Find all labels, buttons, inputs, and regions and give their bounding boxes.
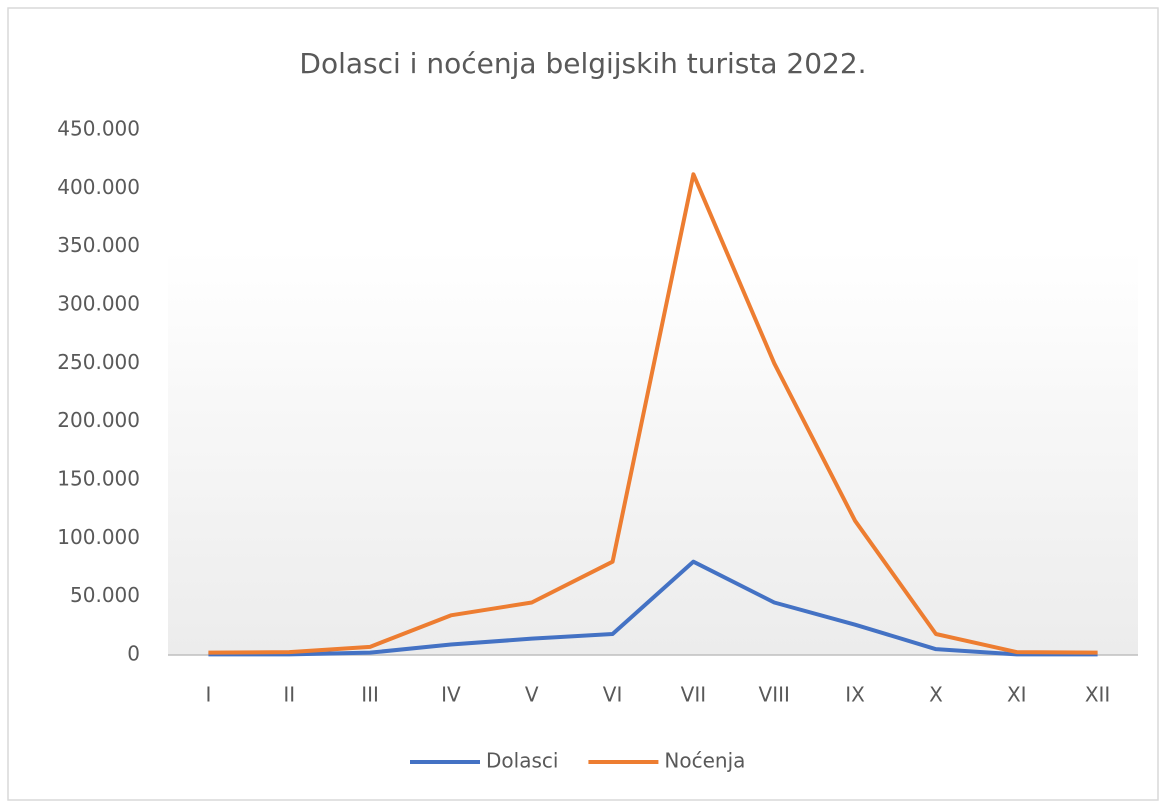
- x-tick-label: IV: [441, 683, 461, 707]
- x-tick-label: XI: [1007, 683, 1027, 707]
- line-series: [208, 559, 1098, 657]
- legend-label: Dolasci: [486, 749, 558, 773]
- legend-label: Noćenja: [664, 749, 745, 773]
- x-tick-label: X: [929, 683, 943, 707]
- x-tick-label: III: [361, 683, 379, 707]
- plot-background: [168, 250, 1138, 655]
- line-series: [208, 172, 1098, 655]
- x-tick-label: VIII: [759, 683, 790, 707]
- y-tick-label: 50.000: [70, 583, 140, 607]
- x-tick-label: II: [283, 683, 295, 707]
- y-tick-label: 300.000: [57, 292, 140, 316]
- y-tick-label: 150.000: [57, 467, 140, 491]
- y-tick-label: 450.000: [57, 117, 140, 141]
- y-tick-label: 200.000: [57, 408, 140, 432]
- y-tick-label: 350.000: [57, 233, 140, 257]
- y-tick-label: 100.000: [57, 525, 140, 549]
- y-tick-label: 250.000: [57, 350, 140, 374]
- y-tick-label: 0: [127, 642, 140, 666]
- x-tick-label: IX: [845, 683, 865, 707]
- x-tick-label: XII: [1085, 683, 1111, 707]
- x-tick-label: VI: [603, 683, 623, 707]
- x-tick-label: V: [525, 683, 539, 707]
- chart-title: Dolasci i noćenja belgijskih turista 202…: [299, 47, 866, 80]
- x-tick-label: I: [205, 683, 211, 707]
- y-tick-label: 400.000: [57, 175, 140, 199]
- x-tick-label: VII: [681, 683, 706, 707]
